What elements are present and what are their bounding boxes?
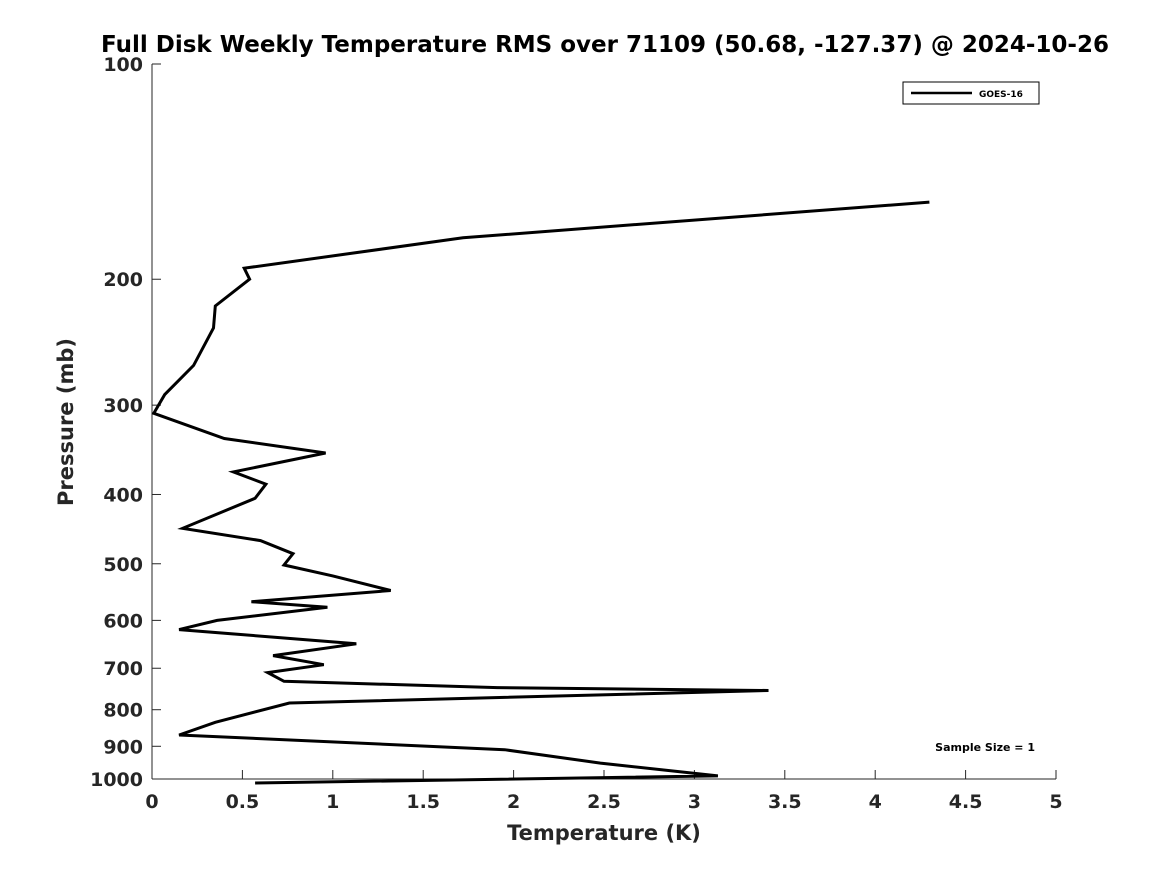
y-tick-label: 900 — [103, 736, 143, 758]
x-axis-title: Temperature (K) — [507, 821, 701, 845]
x-tick-label: 3 — [688, 791, 701, 813]
x-tick-label: 2 — [507, 791, 520, 813]
x-tick-label: 1.5 — [406, 791, 440, 813]
x-ticks: 0 0.5 1 1.5 2 2.5 3 3.5 4 4.5 5 — [145, 770, 1063, 813]
legend: GOES-16 — [902, 81, 1040, 105]
y-axis-title: Pressure (mb) — [54, 338, 78, 506]
series-line-0 — [151, 200, 930, 785]
x-tick-label: 4 — [869, 791, 882, 813]
y-tick-label: 400 — [103, 484, 143, 506]
x-tick-label: 5 — [1049, 791, 1062, 813]
legend-label: GOES-16 — [979, 90, 1023, 100]
x-tick-label: 0 — [145, 791, 158, 813]
x-tick-label: 0.5 — [226, 791, 260, 813]
y-ticks: 100 200 300 400 500 600 700 800 900 1000 — [90, 54, 161, 791]
y-tick-label: 700 — [103, 658, 143, 680]
sample-size-annotation: Sample Size = 1 — [935, 741, 1035, 754]
y-tick-label: 100 — [103, 54, 143, 76]
series-layer — [151, 200, 930, 785]
y-tick-label: 600 — [103, 610, 143, 632]
x-tick-label: 4.5 — [949, 791, 983, 813]
chart-title: Full Disk Weekly Temperature RMS over 71… — [101, 32, 1109, 58]
y-tick-label: 800 — [103, 700, 143, 722]
y-tick-label: 1000 — [90, 769, 143, 791]
x-tick-label: 3.5 — [768, 791, 802, 813]
y-tick-label: 200 — [103, 269, 143, 291]
x-tick-label: 2.5 — [587, 791, 621, 813]
x-tick-label: 1 — [326, 791, 339, 813]
y-tick-label: 500 — [103, 554, 143, 576]
y-tick-label: 300 — [103, 395, 143, 417]
